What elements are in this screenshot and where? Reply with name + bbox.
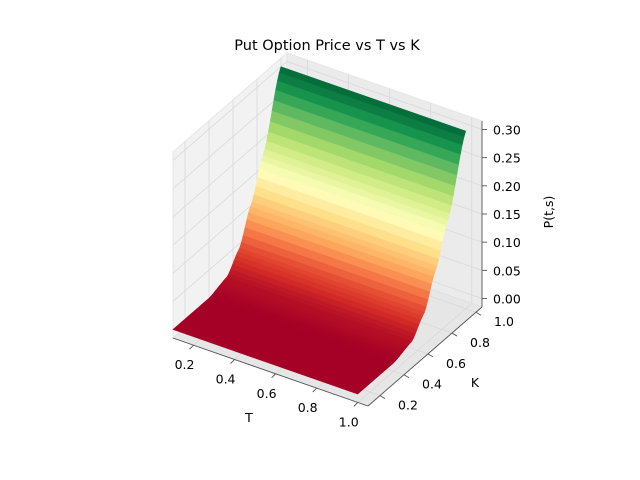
grid-z-left xyxy=(172,61,288,161)
y-tick-label: 0.2 xyxy=(398,398,418,413)
y-tick-mark xyxy=(379,395,386,399)
x-axis-line xyxy=(172,337,369,407)
x-tick-label: 0.8 xyxy=(298,400,318,415)
z-tick-label: 0.05 xyxy=(493,263,521,278)
z-axis-label: P(t,s) xyxy=(541,196,556,229)
grid-z-left xyxy=(172,89,288,189)
y-tick-mark xyxy=(427,353,434,358)
y-tick-label: 0.6 xyxy=(446,356,466,371)
z-tick-label: 0.30 xyxy=(493,122,521,137)
z-tick-label: 0.00 xyxy=(493,292,521,307)
z-tick-label: 0.15 xyxy=(493,207,521,222)
grid-x-floor xyxy=(357,303,472,403)
x-tick-label: 0.4 xyxy=(216,371,236,386)
surface-plot xyxy=(172,66,467,395)
x-axis-label: T xyxy=(244,410,253,425)
x-tick-mark xyxy=(353,402,359,407)
x-tick-label: 0.2 xyxy=(175,357,195,372)
y-tick-label: 0.4 xyxy=(422,377,442,392)
grid-z-back xyxy=(286,61,483,130)
z-tick-label: 0.20 xyxy=(493,179,521,194)
y-axis-line xyxy=(367,306,483,407)
chart-title: Put Option Price vs T vs K xyxy=(234,38,420,54)
y-tick-mark xyxy=(403,374,410,379)
y-axis-label: K xyxy=(471,375,480,390)
z-tick-label: 0.25 xyxy=(493,151,521,166)
x-tick-label: 1.0 xyxy=(339,414,359,429)
y-tick-mark xyxy=(451,332,458,337)
x-tick-mark xyxy=(271,373,276,379)
axes-lines xyxy=(172,121,487,407)
y-tick-label: 0.8 xyxy=(470,335,490,350)
y-tick-mark xyxy=(475,311,482,316)
tick-labels: 0.2 0.4 0.6 0.8 1.0 0.2 0.4 0.6 0.8 1.0 0.00 0.05 0.… xyxy=(175,122,521,429)
x-tick-label: 0.6 xyxy=(257,386,277,401)
x-tick-mark xyxy=(230,359,235,364)
surface-strip xyxy=(172,327,361,395)
x-tick-mark xyxy=(312,387,318,393)
y-tick-label: 1.0 xyxy=(494,314,514,329)
z-tick-label: 0.10 xyxy=(493,235,521,250)
x-tick-mark xyxy=(189,344,194,350)
